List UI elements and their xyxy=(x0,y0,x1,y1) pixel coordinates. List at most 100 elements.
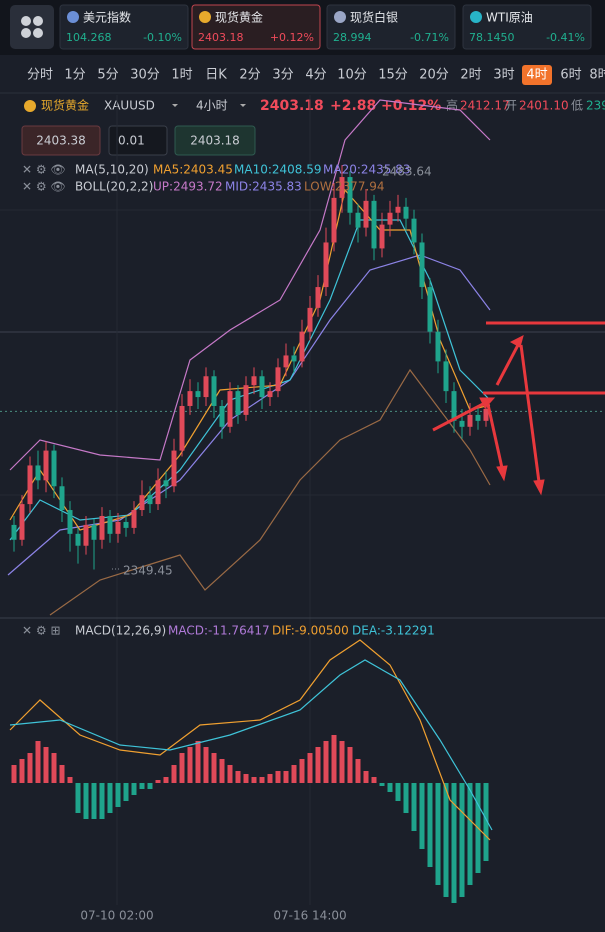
ma20: MA20:2435.83 xyxy=(323,163,411,177)
symbol-code[interactable]: XAUUSD xyxy=(104,99,155,113)
macd-bar xyxy=(27,753,33,783)
high: 2412.17 xyxy=(460,99,510,113)
candle-body xyxy=(139,495,145,511)
candle-body xyxy=(411,218,417,243)
ticker-change: -0.71% xyxy=(410,31,449,44)
macd-bar xyxy=(35,741,41,783)
boll-controls[interactable]: ✕ ⚙ 👁 xyxy=(22,180,66,194)
macd-bar xyxy=(67,777,73,783)
candle-body xyxy=(203,376,209,398)
macd-bar xyxy=(403,783,409,813)
candle-body xyxy=(43,450,49,481)
macd-bar xyxy=(483,783,489,861)
buy-button[interactable] xyxy=(174,125,256,156)
ticker-card[interactable] xyxy=(191,4,321,50)
macd-bar xyxy=(99,783,105,819)
candle-body xyxy=(427,287,433,332)
candle-body xyxy=(211,376,217,406)
candle-body xyxy=(235,391,241,415)
timeframe[interactable]: 15分 xyxy=(378,68,408,83)
candle-body xyxy=(35,465,41,481)
timeframe[interactable]: 2分 xyxy=(239,68,260,83)
timeframe[interactable]: 日K xyxy=(205,68,227,83)
macd-bar xyxy=(179,753,185,783)
candle-body xyxy=(75,533,81,546)
low: 239 xyxy=(586,99,605,113)
candle-body xyxy=(323,242,329,288)
macd-bar xyxy=(227,765,233,783)
candle-body xyxy=(331,197,337,243)
ticker-change: -0.10% xyxy=(143,31,182,44)
macd-bar xyxy=(435,783,441,885)
buy-price: 2403.18 xyxy=(190,134,240,148)
macd-bar xyxy=(59,765,65,783)
ticker-change: -0.41% xyxy=(546,31,585,44)
candle-body xyxy=(467,414,473,427)
candle-body xyxy=(459,420,465,427)
timeframe[interactable]: 3分 xyxy=(272,68,293,83)
macd-controls[interactable]: ✕ ⚙ ⊞ xyxy=(22,624,61,638)
macd-bar xyxy=(307,753,313,783)
timeframe[interactable]: 1时 xyxy=(171,68,192,83)
candle-body xyxy=(371,200,377,249)
menu-button[interactable] xyxy=(10,5,54,49)
candle-body xyxy=(419,242,425,288)
timeframe[interactable]: 4时 xyxy=(526,68,547,83)
lots-input[interactable] xyxy=(108,125,168,156)
boll-mid: MID:2435.83 xyxy=(225,180,302,194)
ticker-card[interactable] xyxy=(462,4,592,50)
timeframe[interactable]: 3时 xyxy=(493,68,514,83)
candle-body xyxy=(259,376,265,398)
timeframe[interactable]: 8时 xyxy=(589,68,605,83)
boll-up-line xyxy=(9,99,491,471)
macd-bar xyxy=(43,747,49,783)
timeframe[interactable]: 30分 xyxy=(130,68,160,83)
ticker-card[interactable] xyxy=(59,4,189,50)
candle-body xyxy=(27,465,33,505)
candle-body xyxy=(147,495,153,505)
macd-bar xyxy=(331,735,337,783)
macd-bar xyxy=(419,783,425,849)
macd-bar xyxy=(139,783,145,789)
macd-bar xyxy=(371,777,377,783)
macd-bar xyxy=(115,783,121,807)
timeframe[interactable]: 10分 xyxy=(337,68,367,83)
candle-body xyxy=(299,331,305,362)
candle-body xyxy=(387,212,393,225)
open-label: 开 xyxy=(505,99,517,113)
macd-bar xyxy=(467,783,473,885)
timeframe[interactable]: 1分 xyxy=(64,68,85,83)
macd-value: MACD:-11.76417 xyxy=(168,624,270,638)
macd-bar xyxy=(339,741,345,783)
sell-button[interactable] xyxy=(21,125,101,156)
symbol-name[interactable]: 现货黄金 xyxy=(41,98,89,113)
candle-body xyxy=(67,510,73,534)
macd-bar xyxy=(107,783,113,813)
macd-bar xyxy=(219,759,225,783)
timeframe[interactable]: 6时 xyxy=(560,68,581,83)
macd-bar xyxy=(387,783,393,792)
macd-bar xyxy=(411,783,417,831)
timeframe[interactable]: 2时 xyxy=(460,68,481,83)
timeframe[interactable]: 分时 xyxy=(27,68,53,83)
ma-controls[interactable]: ✕ ⚙ 👁 xyxy=(22,163,66,177)
macd-bar xyxy=(291,765,297,783)
macd-bar xyxy=(251,777,257,783)
menu-icon xyxy=(21,16,43,38)
ticker-icon xyxy=(67,11,79,23)
candle-body xyxy=(171,450,177,487)
candle-body xyxy=(179,405,185,451)
timeframe[interactable]: 20分 xyxy=(419,68,449,83)
gold-icon xyxy=(24,100,36,112)
ticker-card[interactable] xyxy=(326,4,456,50)
candle-body xyxy=(163,480,169,487)
candle-body xyxy=(307,307,313,332)
period[interactable]: 4小时 xyxy=(196,99,228,113)
ticker-price: 2403.18 xyxy=(198,31,244,44)
timeframe[interactable]: 4分 xyxy=(305,68,326,83)
lots: 0.01 xyxy=(118,134,145,148)
ticker-name: 现货白银 xyxy=(350,10,398,25)
macd-bar xyxy=(51,753,57,783)
timeframe[interactable]: 5分 xyxy=(97,68,118,83)
